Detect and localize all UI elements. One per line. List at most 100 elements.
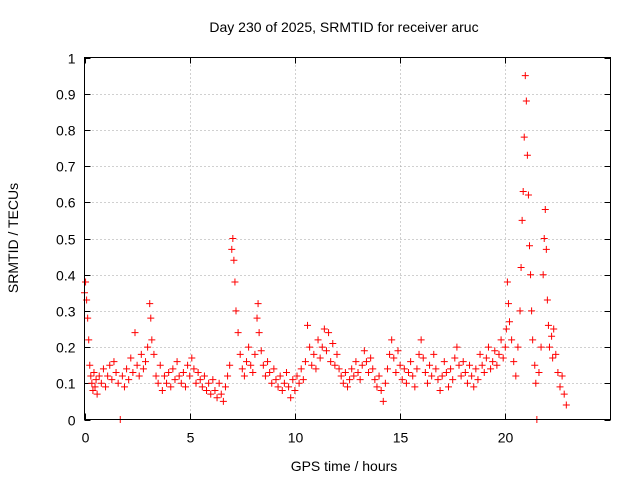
data-point [167, 383, 175, 391]
data-point [243, 358, 251, 366]
data-point [455, 361, 463, 369]
data-point [85, 336, 93, 344]
data-point [388, 336, 396, 344]
data-point [396, 361, 404, 369]
data-point [510, 358, 518, 366]
data-point [341, 368, 349, 376]
data-point [150, 350, 158, 358]
data-point [484, 343, 492, 351]
data-point [478, 361, 486, 369]
data-point [360, 347, 368, 355]
data-point [457, 372, 465, 380]
data-point [339, 379, 347, 387]
data-point [514, 343, 522, 351]
data-point [184, 361, 192, 369]
data-point [127, 354, 135, 362]
data-point [209, 376, 217, 384]
data-point [192, 379, 200, 387]
data-point [320, 325, 328, 333]
data-point [451, 354, 459, 362]
data-point [398, 376, 406, 384]
data-point [470, 383, 478, 391]
data-point [129, 368, 137, 376]
data-point [501, 343, 509, 351]
data-point [346, 376, 354, 384]
data-point [299, 376, 307, 384]
data-point [230, 256, 238, 264]
data-point [169, 365, 177, 373]
data-point [137, 350, 145, 358]
data-point [247, 361, 255, 369]
data-point [524, 191, 532, 199]
data-point [282, 368, 290, 376]
data-point [253, 314, 261, 322]
data-point [310, 350, 318, 358]
data-point [375, 372, 383, 380]
data-point [304, 321, 312, 329]
data-point [520, 133, 528, 141]
data-point [489, 358, 497, 366]
data-point [203, 387, 211, 395]
data-point [482, 354, 490, 362]
data-point [186, 372, 194, 380]
data-point [173, 358, 181, 366]
data-point [407, 358, 415, 366]
data-point [386, 350, 394, 358]
data-point [493, 361, 501, 369]
data-point [200, 372, 208, 380]
data-point [413, 365, 421, 373]
y-tick-label: 0.1 [56, 376, 76, 392]
data-point [207, 390, 215, 398]
data-point [156, 361, 164, 369]
data-point [449, 376, 457, 384]
data-point [333, 350, 341, 358]
data-point [93, 390, 101, 398]
data-point [251, 350, 259, 358]
data-point [392, 368, 400, 376]
data-point [314, 336, 322, 344]
data-point [419, 354, 427, 362]
data-point [362, 358, 370, 366]
data-point [238, 365, 246, 373]
data-point [229, 235, 237, 242]
data-point [350, 372, 358, 380]
data-point [198, 383, 206, 391]
data-point [522, 97, 530, 105]
data-point [506, 318, 514, 326]
y-tick-label: 0.5 [56, 232, 76, 248]
data-point [289, 376, 297, 384]
data-point [211, 387, 219, 395]
data-point [371, 376, 379, 384]
data-point [139, 365, 147, 373]
data-point [461, 368, 469, 376]
data-point [502, 325, 510, 333]
data-point [125, 376, 133, 384]
data-point [352, 358, 360, 366]
data-point [447, 365, 455, 373]
grid-lines [84, 57, 611, 420]
data-point [365, 368, 373, 376]
data-point [517, 263, 525, 271]
data-point [160, 372, 168, 380]
data-point [421, 368, 429, 376]
data-point [356, 376, 364, 384]
data-point [390, 354, 398, 362]
data-point [459, 358, 467, 366]
y-tick-label: 0.8 [56, 123, 76, 139]
data-point [322, 347, 330, 355]
data-point [257, 347, 265, 355]
data-point [231, 278, 239, 286]
data-point [444, 383, 452, 391]
data-point [97, 379, 105, 387]
data-point [177, 379, 185, 387]
data-point [495, 350, 503, 358]
data-point [249, 368, 257, 376]
data-point [270, 365, 278, 373]
data-point [146, 300, 154, 308]
data-point [123, 365, 131, 373]
data-point [426, 361, 434, 369]
data-point [519, 187, 527, 195]
data-point [379, 397, 387, 405]
data-point [434, 376, 442, 384]
